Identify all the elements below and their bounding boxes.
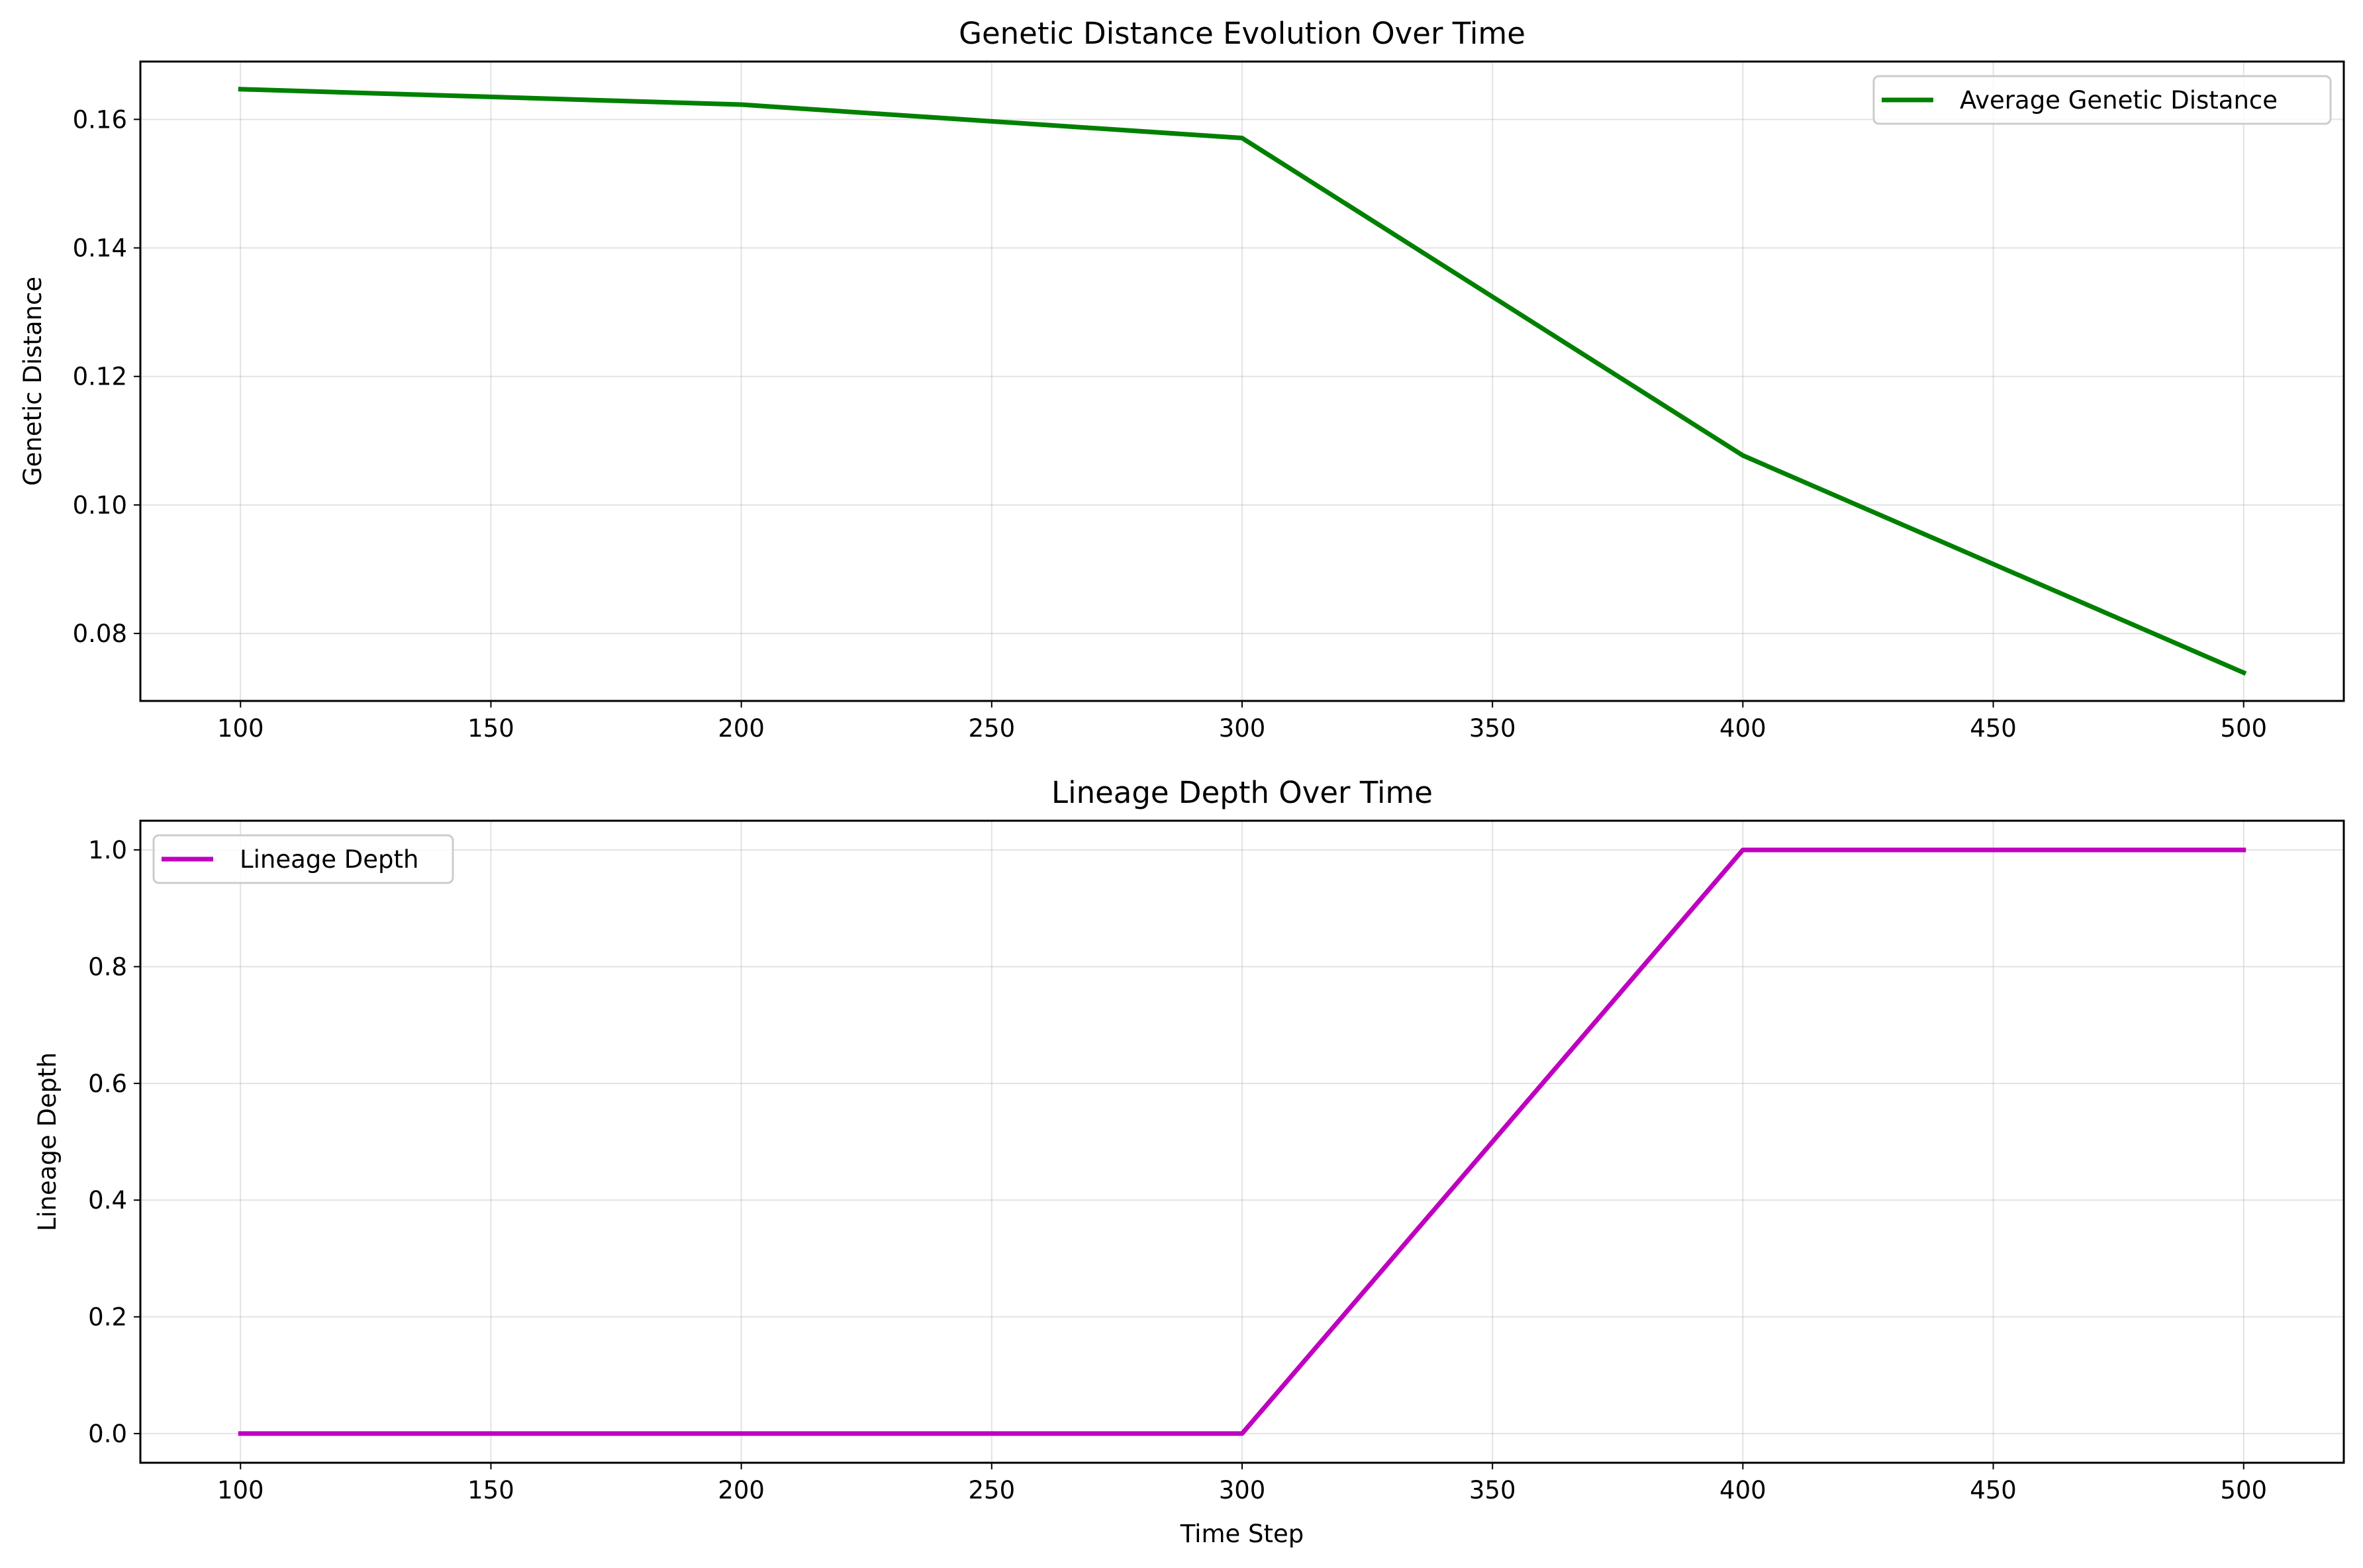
x-tick-label: 350 [1469, 1476, 1516, 1504]
y-axis-label: Genetic Distance [19, 277, 47, 486]
y-tick-label: 0.12 [73, 363, 127, 391]
chart-title: Genetic Distance Evolution Over Time [959, 16, 1525, 51]
x-tick-label: 500 [2220, 1476, 2267, 1504]
x-tick-label: 300 [1219, 714, 1266, 743]
series-line [238, 847, 2246, 1436]
x-tick-label: 250 [969, 1476, 1016, 1504]
y-tick-label: 0.14 [73, 234, 127, 263]
legend-frame [1872, 75, 2332, 125]
y-tick-label: 0.08 [73, 620, 127, 648]
legend-entry: Average Genetic Distance [1960, 86, 2278, 115]
x-tick-label: 100 [217, 714, 264, 743]
x-tick-label: 150 [467, 1476, 514, 1504]
x-tick-label: 200 [718, 714, 765, 743]
x-tick-label: 500 [2220, 714, 2267, 743]
chart-title: Lineage Depth Over Time [1051, 775, 1433, 810]
x-tick-label: 450 [1970, 1476, 2017, 1504]
x-tick-label: 200 [718, 1476, 765, 1504]
genetic-distance-panel: Genetic Distance Evolution Over Time 100… [19, 16, 2345, 743]
y-tick-label: 0.2 [88, 1303, 127, 1332]
x-tick-label: 450 [1970, 714, 2017, 743]
x-tick-label: 150 [467, 714, 514, 743]
legend-frame [152, 834, 454, 884]
x-tick-label: 400 [1719, 714, 1766, 743]
x-tick-label: 250 [969, 714, 1016, 743]
x-tick-label: 350 [1469, 714, 1516, 743]
lineage-depth-panel: Lineage Depth Over Time 100 150 200 250 300 3… [33, 775, 2345, 1548]
x-tick-label: 400 [1719, 1476, 1766, 1504]
legend: Lineage Depth [152, 834, 454, 884]
x-axis-label: Time Step [1180, 1520, 1304, 1548]
legend: Average Genetic Distance [1872, 75, 2332, 125]
y-tick-label: 0.0 [88, 1420, 127, 1448]
legend-entry: Lineage Depth [240, 845, 419, 874]
y-tick-label: 0.8 [88, 952, 127, 981]
y-axis-label: Lineage Depth [33, 1052, 62, 1232]
y-tick-label: 1.0 [88, 836, 127, 864]
y-tick-label: 0.16 [73, 105, 127, 134]
y-tick-label: 0.10 [73, 491, 127, 520]
y-tick-label: 0.4 [88, 1186, 127, 1215]
x-tick-label: 100 [217, 1476, 264, 1504]
x-tick-label: 300 [1219, 1476, 1266, 1504]
series-line [238, 87, 2247, 676]
y-tick-label: 0.6 [88, 1070, 127, 1098]
